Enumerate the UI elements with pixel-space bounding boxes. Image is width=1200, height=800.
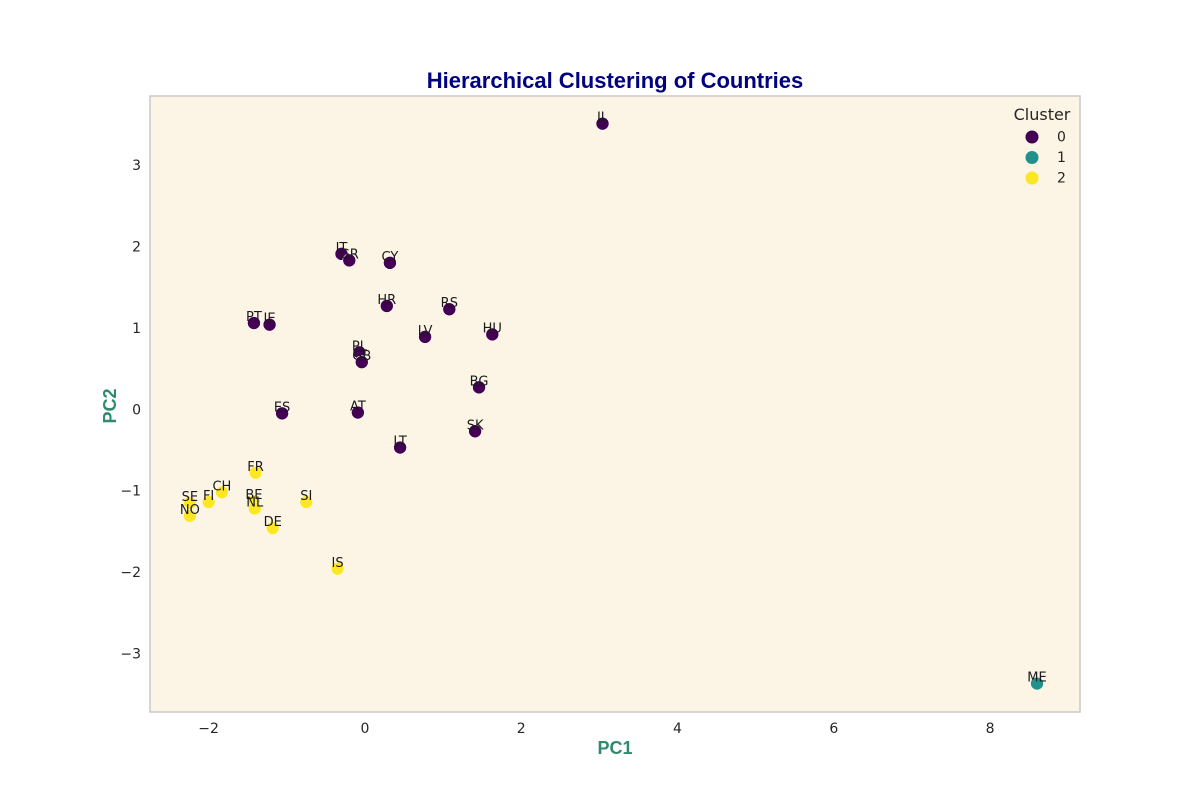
data-point-il [595,116,610,131]
y-tick-label: −1 [120,484,141,500]
legend: Cluster 0 1 2 [1014,105,1071,187]
data-point-me [1030,676,1044,691]
data-point-nl [247,501,262,516]
point-label-be: BE [245,488,262,503]
point-label-nl: NL [246,496,264,511]
data-point-de [265,521,280,535]
x-tick-label: 2 [517,721,526,737]
plot-area [149,95,1081,713]
data-point-hr [379,299,394,313]
legend-entries: 0 1 2 [1025,130,1066,187]
x-axis-label: PC1 [597,738,632,758]
point-label-no: NO [180,503,200,518]
data-point-rs [442,302,457,316]
point-label-lt: LT [393,435,406,450]
legend-label-1: 1 [1057,150,1066,166]
point-label-it: IT [336,241,348,256]
point-label-se: SE [182,490,198,505]
point-label-cy: CY [382,250,399,265]
point-label-de: DE [264,515,282,530]
data-point-gb [354,355,369,369]
x-tick-label: 6 [829,721,838,737]
data-point-no [183,509,197,523]
legend-title: Cluster [1014,105,1071,124]
point-label-rs: RS [441,296,458,311]
y-axis-label: PC2 [100,388,120,423]
legend-label-0: 0 [1057,130,1066,146]
point-label-ie: IE [264,312,276,327]
data-point-is [330,561,345,576]
data-point-sk [468,424,482,439]
x-tick-label: 4 [673,721,682,737]
point-label-fr: FR [247,460,264,475]
data-point-at [351,405,365,420]
y-tick-label: 2 [132,240,141,256]
data-point-bg [472,380,486,395]
data-point-fi [201,495,216,509]
data-point-lt [393,440,407,455]
data-point-cy [383,256,397,270]
y-tick-label: −3 [120,646,141,662]
point-label-es: ES [274,400,290,415]
point-label-ch: CH [212,479,231,494]
point-label-bg: BG [470,374,489,389]
data-point-si [299,495,314,509]
data-point-ch [215,485,229,500]
y-tick-label: 3 [132,158,141,174]
legend-marker-1 [1025,151,1039,164]
point-label-sk: SK [467,418,484,433]
x-tick-label: 8 [986,721,995,737]
data-point-fr [248,465,263,480]
legend-marker-2 [1025,171,1039,185]
point-label-gr: GR [340,247,359,262]
x-tick-label: −2 [198,721,219,737]
point-label-pt: PT [246,310,262,325]
data-point-hu [485,327,500,342]
data-point-pt [247,316,261,330]
y-tick-label: −2 [120,565,141,581]
x-axis-ticks: −2 0 2 4 6 8 [198,721,994,737]
data-point-lv [418,330,432,344]
y-axis-ticks: −3 −2 −1 0 1 2 3 [120,158,141,662]
point-label-si: SI [300,489,312,504]
points-layer [183,116,1044,691]
point-label-il: IL [597,111,609,126]
y-tick-label: 0 [132,402,141,418]
point-label-pl: PL [352,339,368,354]
point-label-at: AT [350,400,366,415]
x-tick-label: 0 [360,721,369,737]
data-point-es [275,406,289,421]
point-label-hu: HU [483,321,502,336]
y-tick-label: 1 [132,321,141,337]
point-label-hr: HR [377,293,396,308]
legend-marker-0 [1025,130,1039,144]
data-point-ie [262,317,277,332]
point-label-me: ME [1027,671,1046,686]
point-label-fi: FI [203,489,214,504]
chart-title: Hierarchical Clustering of Countries [427,68,804,93]
point-label-gb: GB [352,349,371,364]
point-label-is: IS [332,556,344,571]
data-point-gr [342,253,357,268]
point-label-lv: LV [418,324,433,339]
legend-label-2: 2 [1057,171,1066,187]
